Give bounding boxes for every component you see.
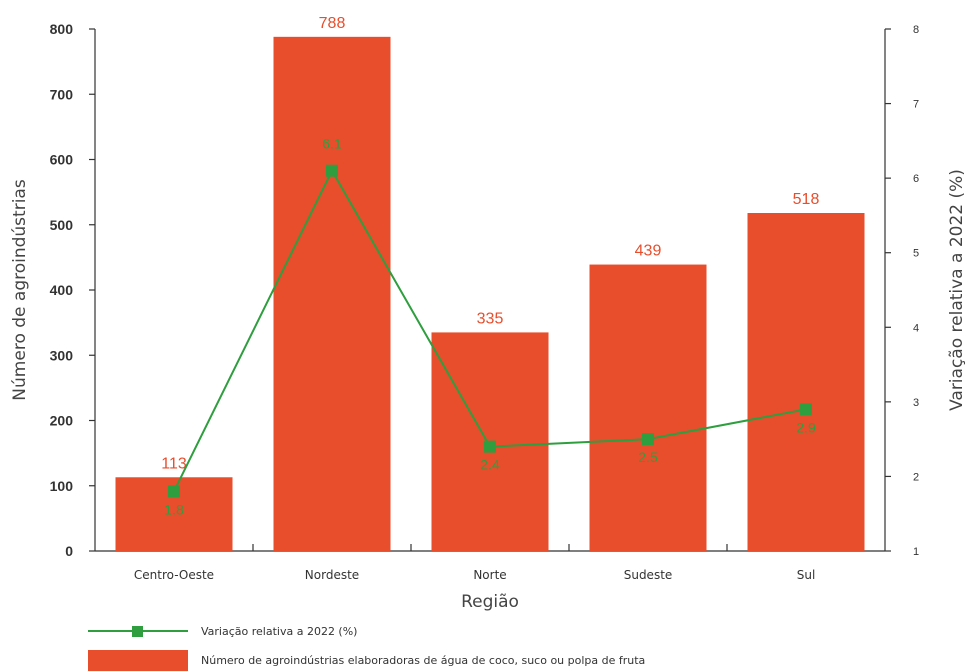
line-value-label: 2.9 <box>796 419 816 435</box>
right-tick-label: 2 <box>913 471 919 483</box>
bar-value-label: 439 <box>635 243 662 260</box>
legend-marker-swatch <box>132 626 143 637</box>
x-tick-label: Norte <box>473 568 506 582</box>
bar-value-label: 788 <box>319 15 346 32</box>
legend-bar-swatch <box>88 650 188 671</box>
bar-sul <box>747 213 865 551</box>
left-tick-label: 400 <box>50 282 74 298</box>
x-tick-label: Sudeste <box>624 568 673 582</box>
left-tick-label: 200 <box>50 413 74 429</box>
bars <box>115 36 865 551</box>
legend: Variação relativa a 2022 (%) Número de ag… <box>88 625 645 671</box>
line-point-marker <box>800 403 812 416</box>
left-tick-label: 100 <box>50 478 74 494</box>
right-tick-label: 3 <box>913 397 919 409</box>
line-value-label: 2.5 <box>638 449 658 465</box>
right-tick-label: 1 <box>913 546 919 558</box>
line-point-marker <box>642 433 654 446</box>
left-tick-label: 500 <box>50 217 74 233</box>
left-tick-label: 700 <box>50 86 74 102</box>
bar-labels: 113 788 335 439 518 <box>161 15 819 472</box>
line-value-label: 2.4 <box>480 457 500 473</box>
bar-value-label: 335 <box>477 310 504 327</box>
left-tick-label: 0 <box>65 543 73 559</box>
line-value-label: 1.8 <box>164 501 184 517</box>
line-series: 1.8 6.1 2.4 2.5 2.9 <box>164 136 816 518</box>
x-tick-label: Sul <box>797 568 816 582</box>
y2-axis-title: Variação relativa a 2022 (%) <box>947 169 967 411</box>
line-point-marker <box>168 485 180 498</box>
right-tick-label: 8 <box>913 24 919 36</box>
x-tick-label: Centro-Oeste <box>134 568 214 582</box>
line-point-marker <box>484 440 496 453</box>
x-tick-label: Nordeste <box>305 568 359 582</box>
y-axis-title: Número de agroindústrias <box>10 179 30 401</box>
right-tick-label: 5 <box>913 248 919 260</box>
bar-sudeste <box>589 264 707 551</box>
legend-bar-label: Número de agroindústrias elaboradoras de… <box>201 654 645 667</box>
line-value-label: 6.1 <box>322 136 342 152</box>
left-tick-label: 300 <box>50 347 74 363</box>
line-point-marker <box>326 164 338 177</box>
right-tick-label: 7 <box>913 99 919 111</box>
bar-nordeste <box>273 36 391 551</box>
axes: 0 100 200 300 400 500 600 700 800 1 2 3 4 5 6 7 8 Centro-… <box>10 21 967 612</box>
left-tick-label: 600 <box>50 152 74 168</box>
right-tick-label: 6 <box>913 173 919 185</box>
x-axis-title: Região <box>461 592 519 612</box>
right-tick-label: 4 <box>913 322 919 334</box>
left-tick-label: 800 <box>50 21 74 37</box>
bar-value-label: 518 <box>793 191 820 208</box>
bar-value-label: 113 <box>161 455 187 472</box>
legend-line-label: Variação relativa a 2022 (%) <box>201 625 357 638</box>
